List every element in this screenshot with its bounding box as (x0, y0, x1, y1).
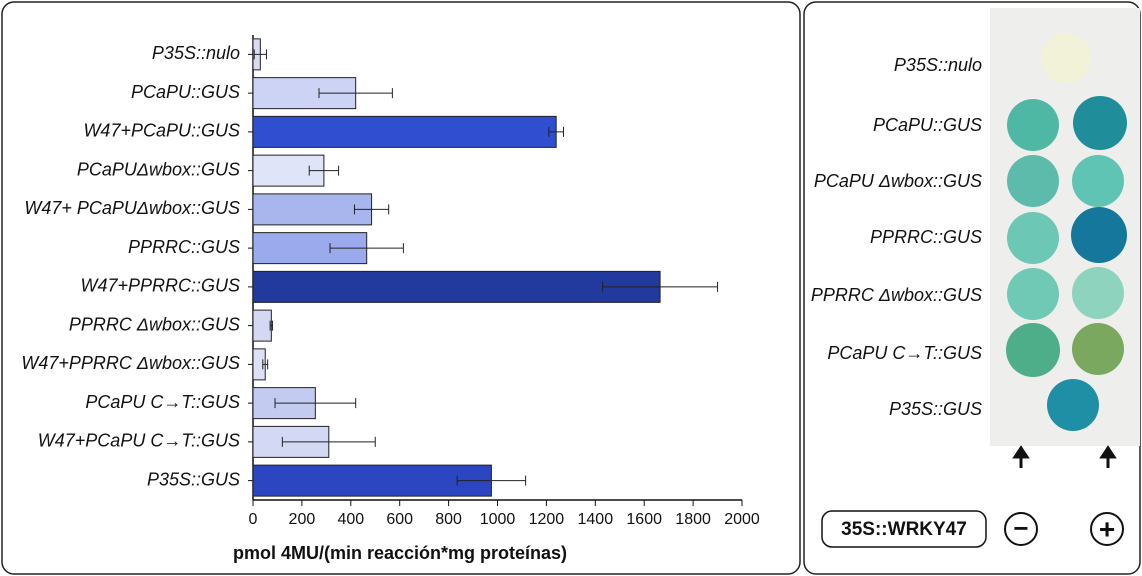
spot (1072, 323, 1124, 375)
spot-label: P35S::GUS (889, 399, 982, 419)
category-label: W47+PPRRC Δwbox::GUS (21, 353, 240, 373)
spot (1007, 212, 1059, 264)
minus-sign: − (1013, 513, 1028, 543)
spot-label: PPRRC::GUS (870, 227, 982, 247)
spot (1041, 33, 1091, 83)
x-axis-title: pmol 4MU/(min reacción*mg proteínas) (233, 543, 567, 563)
spot (1072, 155, 1124, 207)
spot (1007, 155, 1059, 207)
category-label: PCaPU::GUS (131, 82, 240, 102)
bar (252, 464, 492, 497)
bar (252, 115, 557, 148)
spot (1073, 96, 1127, 150)
x-tick-label: 1000 (480, 511, 516, 528)
category-label: P35S::nulo (152, 43, 240, 63)
x-tick-label: 0 (249, 511, 258, 528)
spot-label: PCaPU Δwbox::GUS (814, 171, 982, 191)
spots (1006, 33, 1127, 431)
bar (252, 309, 272, 342)
minus-circle (1004, 512, 1038, 546)
x-tick-label: 1400 (578, 511, 614, 528)
bar (252, 270, 661, 303)
spot (1047, 379, 1099, 431)
bar (252, 193, 373, 226)
category-label: W47+PCaPU C→T::GUS (38, 431, 240, 451)
x-tick-label: 400 (337, 511, 364, 528)
construct-label: 35S::WRKY47 (841, 519, 967, 540)
category-label: PCaPUΔwbox::GUS (77, 159, 240, 179)
category-label: PPRRC::GUS (128, 237, 240, 257)
spot (1007, 268, 1059, 320)
spot-label: PCaPU::GUS (873, 115, 982, 135)
plus-sign: + (1099, 513, 1115, 544)
x-tick-label: 800 (435, 511, 462, 528)
chart-panel (1, 1, 801, 575)
spot (1007, 99, 1059, 151)
x-tick-label: 200 (289, 511, 316, 528)
x-tick-label: 2000 (724, 511, 760, 528)
x-tick-label: 1800 (675, 511, 711, 528)
spot (1006, 323, 1060, 377)
spot-label: PCaPU C→T::GUS (827, 343, 982, 363)
spot-label: P35S::nulo (894, 55, 982, 75)
plus-circle (1090, 512, 1124, 546)
x-tick-label: 1200 (529, 511, 565, 528)
category-label: W47+PCaPU::GUS (83, 121, 240, 141)
category-label: P35S::GUS (147, 469, 240, 489)
spot (1071, 207, 1127, 263)
spot-label: PPRRC Δwbox::GUS (811, 285, 982, 305)
category-label: PPRRC Δwbox::GUS (69, 314, 240, 334)
category-label: W47+PPRRC::GUS (80, 276, 240, 296)
x-tick-label: 1600 (626, 511, 662, 528)
spot (1072, 267, 1124, 319)
x-tick-label: 600 (386, 511, 413, 528)
arrows (1012, 445, 1117, 468)
category-label: W47+ PCaPUΔwbox::GUS (24, 198, 240, 218)
construct-box (821, 510, 987, 548)
category-label: PCaPU C→T::GUS (85, 392, 240, 412)
